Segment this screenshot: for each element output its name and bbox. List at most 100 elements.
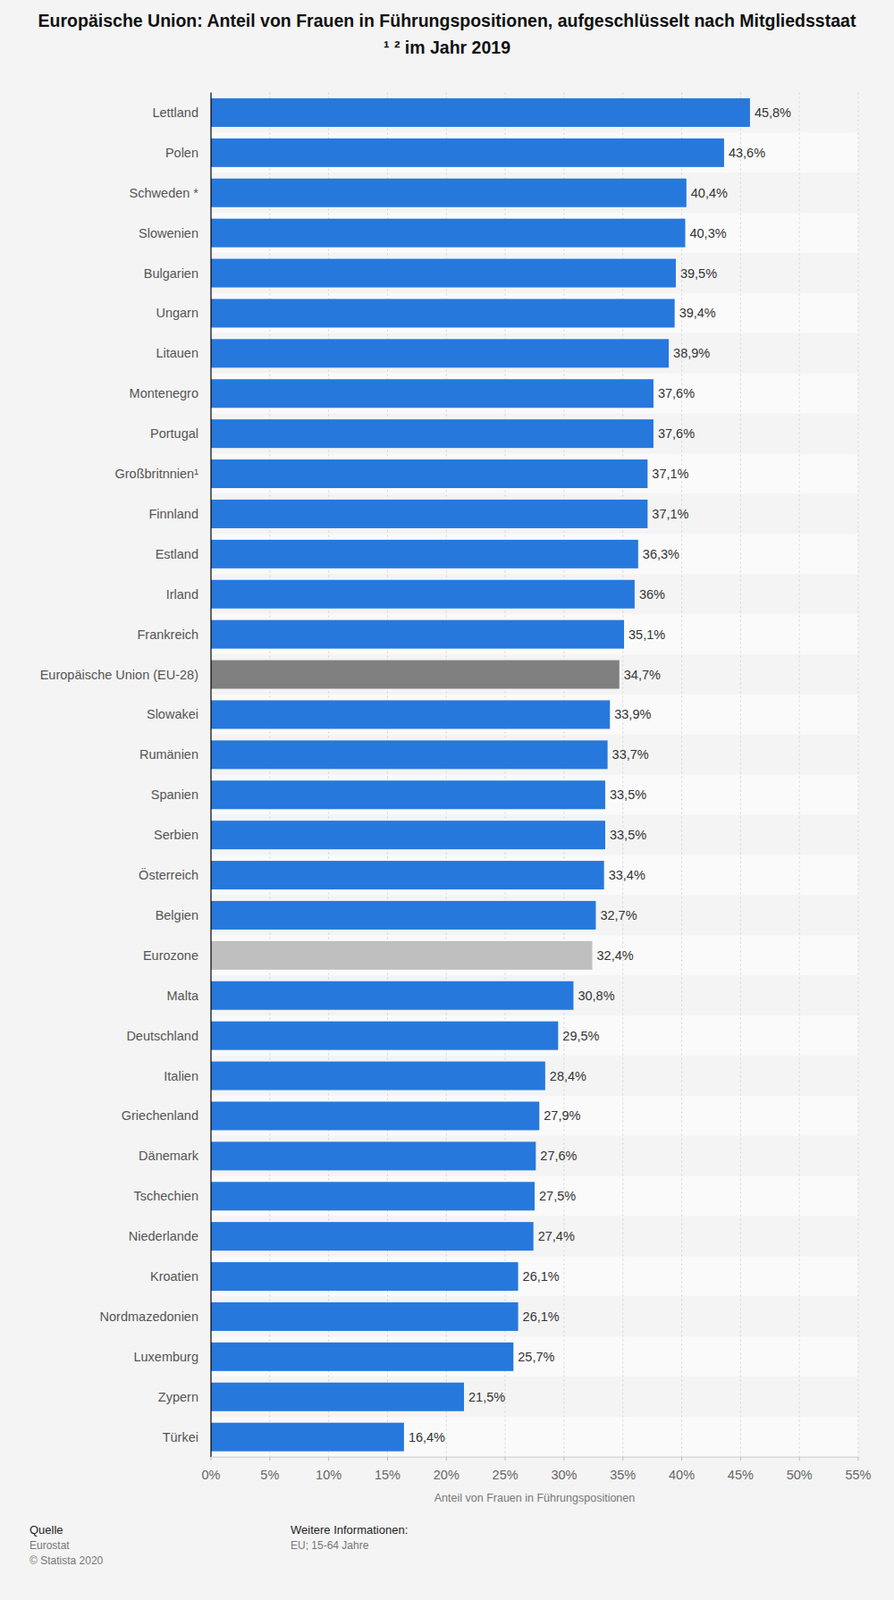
tick-mark [446,1457,447,1461]
data-label: 40,4% [691,185,728,201]
bar [210,941,593,970]
category-label: Niederlande [128,1229,199,1244]
bar [210,1101,540,1131]
tick-label: 25% [492,1467,519,1483]
row-stripe [210,454,859,495]
data-label: 35,1% [628,627,666,642]
category-label: Nordmazedonien [100,1309,199,1325]
data-label: 34,7% [624,667,661,683]
bar [210,459,648,489]
bar [210,539,639,569]
category-label: Österreich [138,867,199,883]
data-label: 37,6% [657,386,695,401]
category-label: Malta [167,988,200,1004]
bar [210,740,608,769]
data-label: 16,4% [408,1430,446,1445]
data-label: 33,9% [614,707,651,722]
tick-mark [799,1457,801,1461]
bar [210,178,687,208]
row-stripe [210,573,859,615]
row-stripes [210,92,859,1459]
tick-label: 55% [844,1467,871,1483]
row-stripe [210,734,859,776]
bar [210,1423,405,1452]
bar [210,379,654,408]
tick-mark [387,1457,388,1461]
category-label: Zypern [158,1390,199,1405]
tick-mark [740,1457,742,1461]
chart-title: Europäische Union: Anteil von Frauen in … [35,7,859,61]
category-label: Portugal [150,426,199,441]
data-label: 45,8% [754,105,792,120]
category-label: Rumänien [139,747,199,762]
category-label: Dänemark [138,1148,200,1164]
category-label: Italien [163,1069,199,1084]
grid-line [799,92,801,1459]
data-label: 30,8% [577,988,615,1004]
grid-line [269,92,270,1459]
tick-mark [681,1457,683,1461]
row-stripe [210,1336,859,1377]
data-label: 26,1% [522,1269,560,1284]
grid-line [387,92,388,1459]
row-stripe [210,855,859,896]
row-stripe [210,293,859,334]
bar [210,860,605,890]
data-label: 43,6% [728,145,766,161]
grid-line [681,92,683,1459]
tick-label: 35% [609,1467,636,1483]
data-label: 32,7% [599,908,637,923]
bar [210,219,685,248]
chart: 0%5%10%15%20%25%30%35%40%45%50%55%Lettla… [0,0,894,1600]
tick-mark [622,1457,624,1461]
tick-label: 0% [202,1467,221,1483]
annotation: EU; 15-64 Jahre [290,1539,370,1552]
grid-line [858,92,860,1459]
row-stripe [210,775,859,816]
category-label: Frankreich [137,627,200,642]
bar [210,1342,514,1372]
category-label: Deutschland [126,1028,199,1044]
row-stripe [210,373,859,414]
bar [210,1181,535,1211]
category-label: Finnland [148,506,199,522]
tick-label: 50% [786,1467,813,1483]
row-stripe [210,1176,859,1217]
data-label: 29,5% [562,1028,599,1044]
category-label: Polen [165,145,199,161]
row-stripe [210,895,859,937]
bar [210,780,606,810]
row-stripe [210,1376,859,1417]
data-label: 27,4% [538,1229,575,1244]
data-label: 37,1% [651,466,689,481]
bar [210,138,725,168]
bar [210,1021,558,1051]
row-stripe [210,253,859,294]
bar [210,1141,536,1171]
data-label: 33,7% [612,747,650,762]
grid-line [740,92,742,1459]
data-label: 27,6% [539,1148,577,1164]
grid-line [563,92,565,1459]
category-label: Bulgarien [143,266,199,281]
data-label: 33,4% [608,868,646,883]
row-stripe [210,694,859,735]
row-stripe [210,212,859,254]
category-label: Lettland [151,105,199,120]
row-stripe [210,614,859,655]
category-label: Griechenland [121,1108,199,1123]
category-label: Luxemburg [133,1349,199,1365]
row-stripe [210,1136,859,1177]
category-label: Belgien [155,908,199,923]
data-label: 37,6% [657,426,695,441]
row-stripe [210,1015,859,1056]
grid-line [328,92,329,1459]
tick-label: 5% [260,1467,279,1483]
data-label: 21,5% [468,1390,506,1405]
category-label: Großbritnnien¹ [115,466,200,481]
category-label: Litauen [155,345,199,361]
data-label: 28,4% [549,1069,587,1084]
bars [210,98,751,1452]
category-label: Eurozone [143,948,199,963]
tick-mark [269,1457,270,1461]
